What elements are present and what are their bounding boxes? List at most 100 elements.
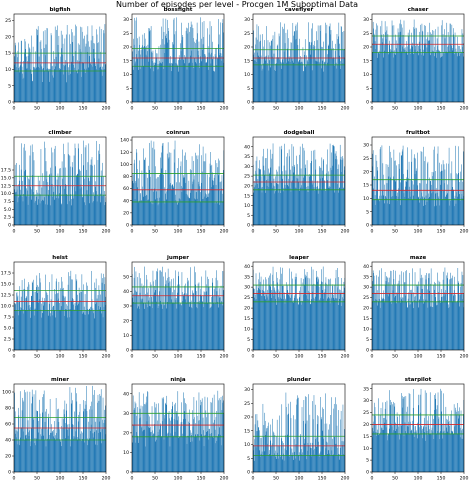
bar — [329, 424, 330, 472]
bar — [155, 407, 156, 472]
x-tick-label: 0 — [252, 354, 255, 360]
bar — [69, 387, 71, 472]
bar — [132, 297, 133, 350]
bar — [175, 300, 177, 350]
bar — [294, 31, 295, 103]
bar — [377, 305, 378, 350]
bar — [407, 147, 408, 225]
bar — [180, 161, 182, 225]
bar — [339, 289, 341, 350]
bar — [428, 40, 429, 102]
bar — [293, 146, 294, 225]
bar — [51, 274, 53, 350]
bar — [34, 202, 36, 225]
bar — [207, 431, 208, 472]
bar — [15, 430, 17, 472]
bar — [98, 58, 100, 102]
bar — [388, 296, 389, 350]
bar — [135, 271, 137, 350]
bar — [104, 205, 106, 225]
bar — [144, 33, 145, 102]
bar — [415, 170, 417, 225]
bar — [445, 196, 446, 225]
bar — [331, 450, 333, 472]
bar — [334, 192, 335, 225]
bar — [195, 199, 196, 225]
bar — [425, 279, 427, 350]
bar — [200, 405, 201, 472]
bar — [190, 192, 191, 225]
bar — [310, 442, 312, 472]
bar — [400, 433, 402, 472]
bar — [389, 301, 391, 350]
bar — [326, 423, 328, 472]
bar — [253, 187, 255, 225]
y-tick-label: 25 — [123, 31, 129, 37]
bar — [69, 201, 70, 225]
bar — [341, 159, 343, 225]
bar — [173, 19, 174, 102]
bar — [35, 200, 36, 225]
bar — [201, 276, 202, 350]
bar — [181, 186, 182, 225]
bar — [50, 432, 52, 472]
bar — [447, 421, 449, 472]
bar — [62, 178, 63, 225]
bar — [380, 26, 381, 102]
bar — [208, 279, 209, 350]
bar — [211, 433, 213, 472]
bar — [322, 160, 324, 225]
bar — [40, 64, 41, 102]
bar — [399, 439, 401, 472]
bar — [178, 71, 179, 102]
bar — [146, 46, 147, 102]
y-tick-label: 40 — [123, 289, 129, 295]
bar — [447, 184, 448, 225]
bar — [170, 287, 172, 350]
bar — [17, 57, 18, 102]
bar — [413, 157, 415, 225]
bar — [440, 300, 441, 350]
bar — [430, 184, 432, 225]
bar — [404, 49, 406, 102]
bar — [264, 175, 266, 225]
bar — [48, 175, 50, 225]
x-tick-label: 200 — [220, 476, 229, 482]
bar — [48, 68, 49, 102]
bar — [311, 180, 313, 225]
bar — [451, 277, 453, 350]
bar — [33, 291, 35, 350]
bar — [69, 427, 70, 472]
bar — [305, 164, 306, 225]
bar — [185, 404, 187, 472]
bar — [98, 433, 99, 472]
bar — [42, 82, 43, 102]
bar — [14, 189, 15, 225]
bar — [183, 294, 184, 350]
x-tick-label: 50 — [152, 106, 158, 112]
bar — [197, 434, 198, 472]
bar — [90, 159, 92, 225]
bar — [341, 171, 342, 225]
bar — [46, 27, 48, 103]
bar — [35, 390, 37, 472]
bar — [272, 455, 274, 472]
bar — [173, 303, 175, 350]
bar-series — [372, 145, 465, 225]
bar — [448, 147, 450, 225]
bar — [441, 20, 443, 102]
bar — [203, 430, 204, 472]
x-tick-label: 0 — [13, 476, 16, 482]
bar — [143, 45, 145, 102]
bar — [452, 50, 453, 102]
bar — [136, 432, 138, 472]
bar — [198, 282, 200, 350]
bar — [15, 45, 16, 102]
bar — [177, 391, 179, 472]
bar — [338, 164, 340, 225]
bar — [75, 305, 76, 350]
bar — [444, 292, 445, 350]
bar — [443, 430, 445, 472]
bar — [215, 56, 217, 102]
